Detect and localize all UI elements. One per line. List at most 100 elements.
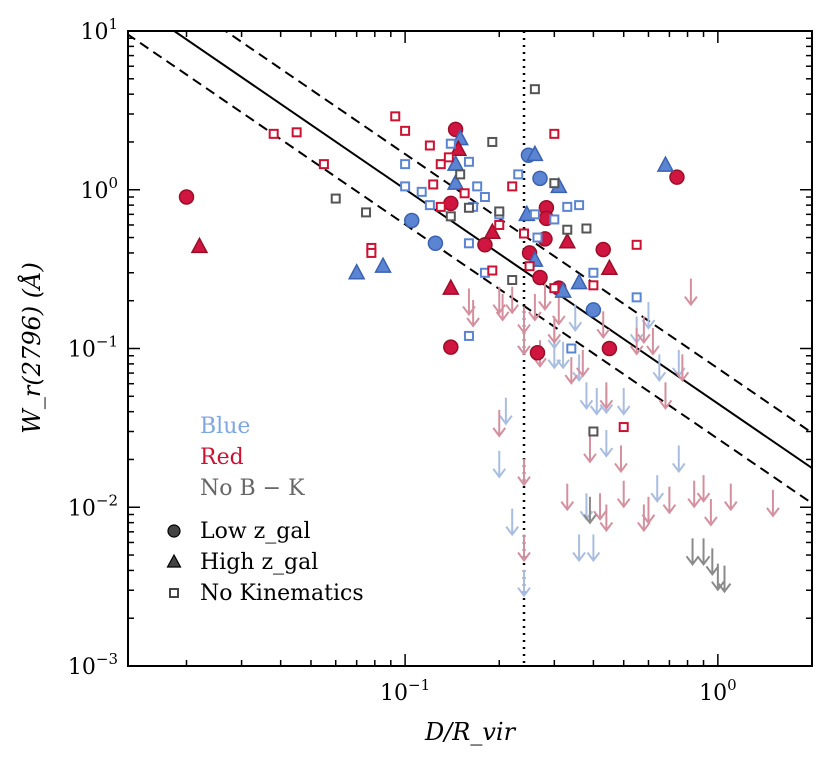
square-point-blue	[424, 200, 435, 211]
square-point-blue	[532, 232, 543, 243]
legend-marker-square	[169, 588, 179, 598]
upper-limit-arrow-gray	[583, 496, 597, 525]
upper-limit-arrow-red	[614, 445, 628, 474]
upper-limit-arrow-red	[583, 435, 597, 464]
square-point-gray	[588, 426, 599, 437]
triangle-point-blue	[526, 144, 544, 162]
square-point-blue	[445, 138, 456, 149]
square-point-gray	[507, 275, 518, 286]
upper-limit-arrow-red	[684, 278, 698, 307]
upper-limit-arrow-blue	[616, 388, 631, 416]
upper-limit-arrow-red	[495, 293, 510, 322]
upper-limit-arrow-gray	[696, 538, 711, 567]
triangle-point-blue	[446, 173, 465, 190]
upper-limit-arrow-red	[528, 293, 542, 322]
square-point-red	[291, 127, 302, 138]
upper-limit-arrow-gray	[705, 548, 720, 576]
fit-line	[172, 31, 812, 470]
upper-limit-arrow-blue	[599, 430, 614, 458]
square-point-gray	[581, 223, 592, 234]
square-point-red	[318, 159, 329, 170]
upper-limit-arrow-red	[687, 480, 701, 509]
upper-limit-arrow-red	[675, 354, 690, 383]
legend-label-square: No Kinematics	[200, 581, 364, 606]
square-point-gray	[494, 206, 505, 217]
circle-point-blue	[427, 235, 444, 252]
upper-limit-arrow-red	[593, 493, 607, 521]
upper-limit-arrow-red	[596, 311, 611, 339]
square-point-red	[631, 239, 642, 250]
square-point-blue	[513, 169, 524, 180]
upper-limit-arrow-red	[505, 286, 520, 315]
square-point-blue	[574, 200, 585, 211]
upper-limit-arrow-blue	[671, 445, 686, 474]
legend-color-1: Red	[200, 445, 244, 470]
triangle-point-blue	[656, 155, 675, 172]
square-point-gray	[562, 224, 573, 235]
square-point-blue	[472, 181, 483, 192]
upper-limit-arrow-red	[696, 475, 711, 503]
circle-point-red	[443, 339, 459, 355]
square-point-red	[507, 181, 518, 192]
upper-limit-arrow-blue	[572, 534, 586, 563]
upper-limit-arrow-blue	[652, 354, 667, 383]
upper-limit-arrow-blue	[505, 508, 520, 537]
triangle-point-red	[483, 222, 502, 239]
square-point-gray	[445, 211, 456, 222]
square-point-gray	[549, 178, 560, 189]
legend: Blue Red No B − K Low z_gal High z_gal No Kin…	[166, 414, 364, 606]
upper-limit-arrow-blue	[589, 388, 604, 416]
upper-limit-arrow-red	[547, 316, 562, 345]
triangle-point-blue	[374, 256, 392, 273]
square-point-blue	[562, 201, 573, 212]
upper-limit-arrow-gray	[711, 563, 725, 592]
square-point-blue	[631, 292, 642, 303]
upper-limit-arrow-red	[766, 489, 780, 518]
square-point-red	[459, 188, 470, 199]
fit-lines	[128, 31, 812, 666]
legend-label-triangle: High z_gal	[200, 550, 318, 575]
square-point-red	[428, 179, 439, 190]
legend-color-0: Blue	[200, 414, 250, 439]
upper-limit-arrow-red	[599, 382, 614, 410]
upper-limit-arrow-red	[658, 382, 673, 410]
upper-limit-arrow-blue	[499, 397, 513, 426]
upper-limit-arrow-red	[466, 299, 480, 328]
upper-limit-arrow-blue	[547, 341, 562, 370]
square-point-blue	[416, 186, 427, 197]
upper-limit-arrow-gray	[685, 538, 700, 567]
triangle-point-red	[190, 236, 209, 254]
square-point-blue	[566, 343, 577, 354]
circle-point-red	[601, 340, 618, 357]
square-point-red	[519, 228, 530, 239]
square-point-gray	[463, 202, 474, 213]
upper-limit-arrow-blue	[492, 450, 507, 479]
square-point-blue	[463, 238, 474, 249]
square-point-blue	[529, 209, 540, 220]
square-point-red	[435, 201, 446, 212]
square-point-blue	[400, 159, 411, 170]
circle-point-red	[595, 241, 611, 258]
circle-point-red	[178, 189, 195, 205]
square-point-blue	[479, 192, 490, 203]
fit-band-lower	[128, 33, 812, 505]
y-tick-label: 10−2	[68, 491, 118, 521]
upper-limit-arrow-red	[538, 283, 552, 312]
circle-point-blue	[585, 302, 602, 318]
legend-color-2: No B − K	[200, 476, 305, 501]
upper-limit-arrow-red	[616, 480, 631, 509]
square-point-gray	[361, 207, 372, 218]
legend-label-circle: Low z_gal	[200, 519, 311, 544]
upper-limit-arrow-red	[517, 327, 531, 356]
square-point-red	[494, 219, 505, 230]
square-point-gray	[529, 84, 540, 95]
square-point-red	[618, 422, 629, 433]
upper-limit-arrow-red	[564, 357, 579, 385]
upper-limit-arrow-red	[704, 498, 718, 527]
triangle-point-red	[558, 232, 577, 249]
square-point-red	[487, 265, 498, 276]
upper-limit-arrow-red	[560, 483, 575, 512]
legend-marker-circle	[167, 524, 181, 538]
y-tick-label: 10−3	[68, 650, 118, 680]
square-point-gray	[487, 136, 498, 147]
